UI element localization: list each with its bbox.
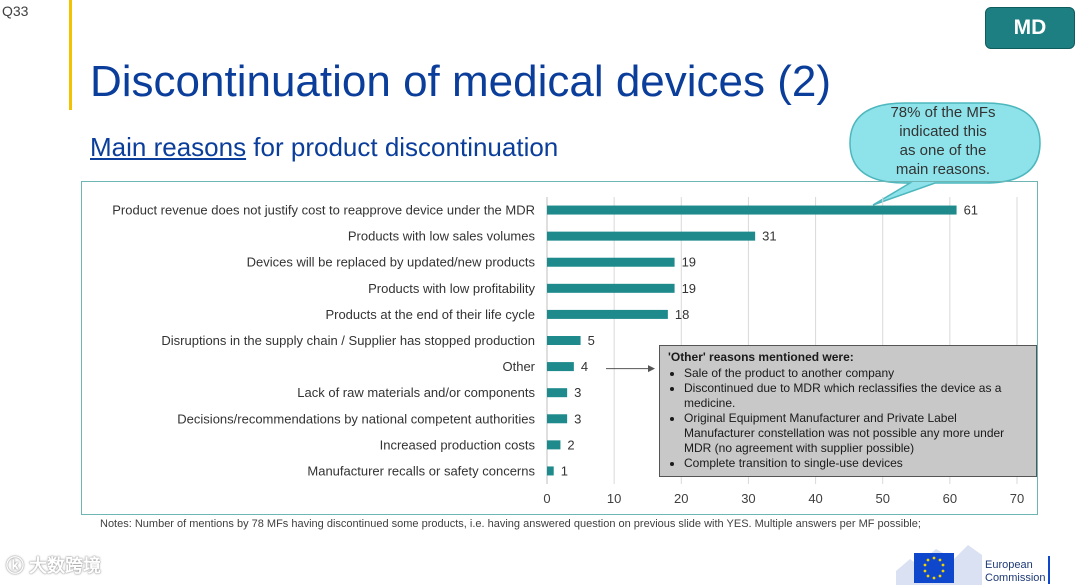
callout-line: as one of the (899, 142, 987, 159)
other-reason-item: Sale of the product to another company (684, 366, 1028, 381)
bar (547, 388, 568, 398)
data-label: 2 (567, 437, 574, 452)
page-subtitle: Main reasons for product discontinuation (90, 132, 558, 163)
page-title: Discontinuation of medical devices (2) (90, 57, 832, 106)
category-label: Other (502, 359, 535, 374)
watermark-text: 大数跨境 (29, 556, 102, 576)
x-tick-label: 0 (543, 491, 550, 506)
bar (547, 205, 957, 215)
category-label: Products with low profitability (368, 281, 535, 296)
callout-line: 78% of the MFs (890, 104, 996, 121)
ec-flag-stars (923, 556, 945, 580)
category-label: Decisions/recommendations by national co… (177, 411, 535, 426)
bar (547, 466, 554, 476)
bar (547, 336, 581, 345)
data-label: 31 (762, 229, 776, 244)
other-reason-item: Discontinued due to MDR which reclassifi… (684, 381, 1028, 411)
accent-line (69, 0, 72, 110)
x-tick-label: 10 (607, 491, 621, 506)
callout-text: 78% of the MFs indicated this as one of … (870, 103, 1016, 179)
ec-name-line: Commission (985, 572, 1046, 584)
slide-number: Q33 (2, 3, 29, 19)
bar (547, 283, 675, 293)
md-badge: MD (985, 7, 1075, 49)
other-reasons-list: Sale of the product to another company D… (668, 366, 1028, 471)
other-arrow-head (648, 365, 655, 373)
watermark: ⓚ 大数跨境 (6, 552, 101, 578)
ec-divider (1048, 556, 1050, 584)
ec-name: European Commission (985, 559, 1046, 585)
data-label: 19 (682, 281, 696, 296)
data-label: 18 (675, 307, 689, 322)
category-label: Increased production costs (380, 437, 536, 452)
category-label: Product revenue does not justify cost to… (112, 203, 535, 218)
other-reason-item: Complete transition to single-use device… (684, 456, 1028, 471)
subtitle-rest: for product discontinuation (246, 132, 559, 162)
chart-frame (81, 181, 1038, 515)
x-tick-label: 50 (875, 491, 889, 506)
chart-notes: Notes: Number of mentions by 78 MFs havi… (100, 518, 921, 530)
other-reasons-box: 'Other' reasons mentioned were: Sale of … (659, 345, 1037, 477)
x-tick-label: 30 (741, 491, 755, 506)
category-label: Disruptions in the supply chain / Suppli… (161, 333, 535, 348)
data-label: 1 (561, 463, 568, 478)
bar (547, 362, 574, 372)
category-label: Lack of raw materials and/or components (297, 385, 535, 400)
data-label: 5 (588, 333, 595, 348)
category-label: Products with low sales volumes (348, 229, 536, 244)
bar (547, 414, 568, 424)
data-label: 3 (574, 411, 581, 426)
x-tick-label: 70 (1010, 491, 1024, 506)
ec-name-line: European (985, 559, 1033, 571)
data-label: 4 (581, 359, 588, 374)
ec-logo-icon (896, 545, 982, 585)
category-label: Products at the end of their life cycle (325, 307, 535, 322)
data-label: 19 (682, 255, 696, 270)
bar (547, 440, 561, 450)
x-tick-label: 60 (943, 491, 957, 506)
subtitle-underlined: Main reasons (90, 132, 247, 162)
data-label: 3 (574, 385, 581, 400)
watermark-icon: ⓚ (6, 556, 24, 576)
other-reasons-heading: 'Other' reasons mentioned were: (668, 350, 854, 364)
other-reason-item: Original Equipment Manufacturer and Priv… (684, 411, 1028, 456)
callout-line: indicated this (899, 123, 987, 140)
category-label: Devices will be replaced by updated/new … (247, 255, 536, 270)
bar (547, 309, 668, 319)
bar (547, 231, 756, 241)
bar (547, 257, 675, 267)
callout-line: main reasons. (895, 161, 991, 178)
category-label: Manufacturer recalls or safety concerns (307, 463, 535, 478)
data-label: 61 (964, 203, 978, 218)
x-tick-label: 20 (674, 491, 688, 506)
x-tick-label: 40 (808, 491, 822, 506)
